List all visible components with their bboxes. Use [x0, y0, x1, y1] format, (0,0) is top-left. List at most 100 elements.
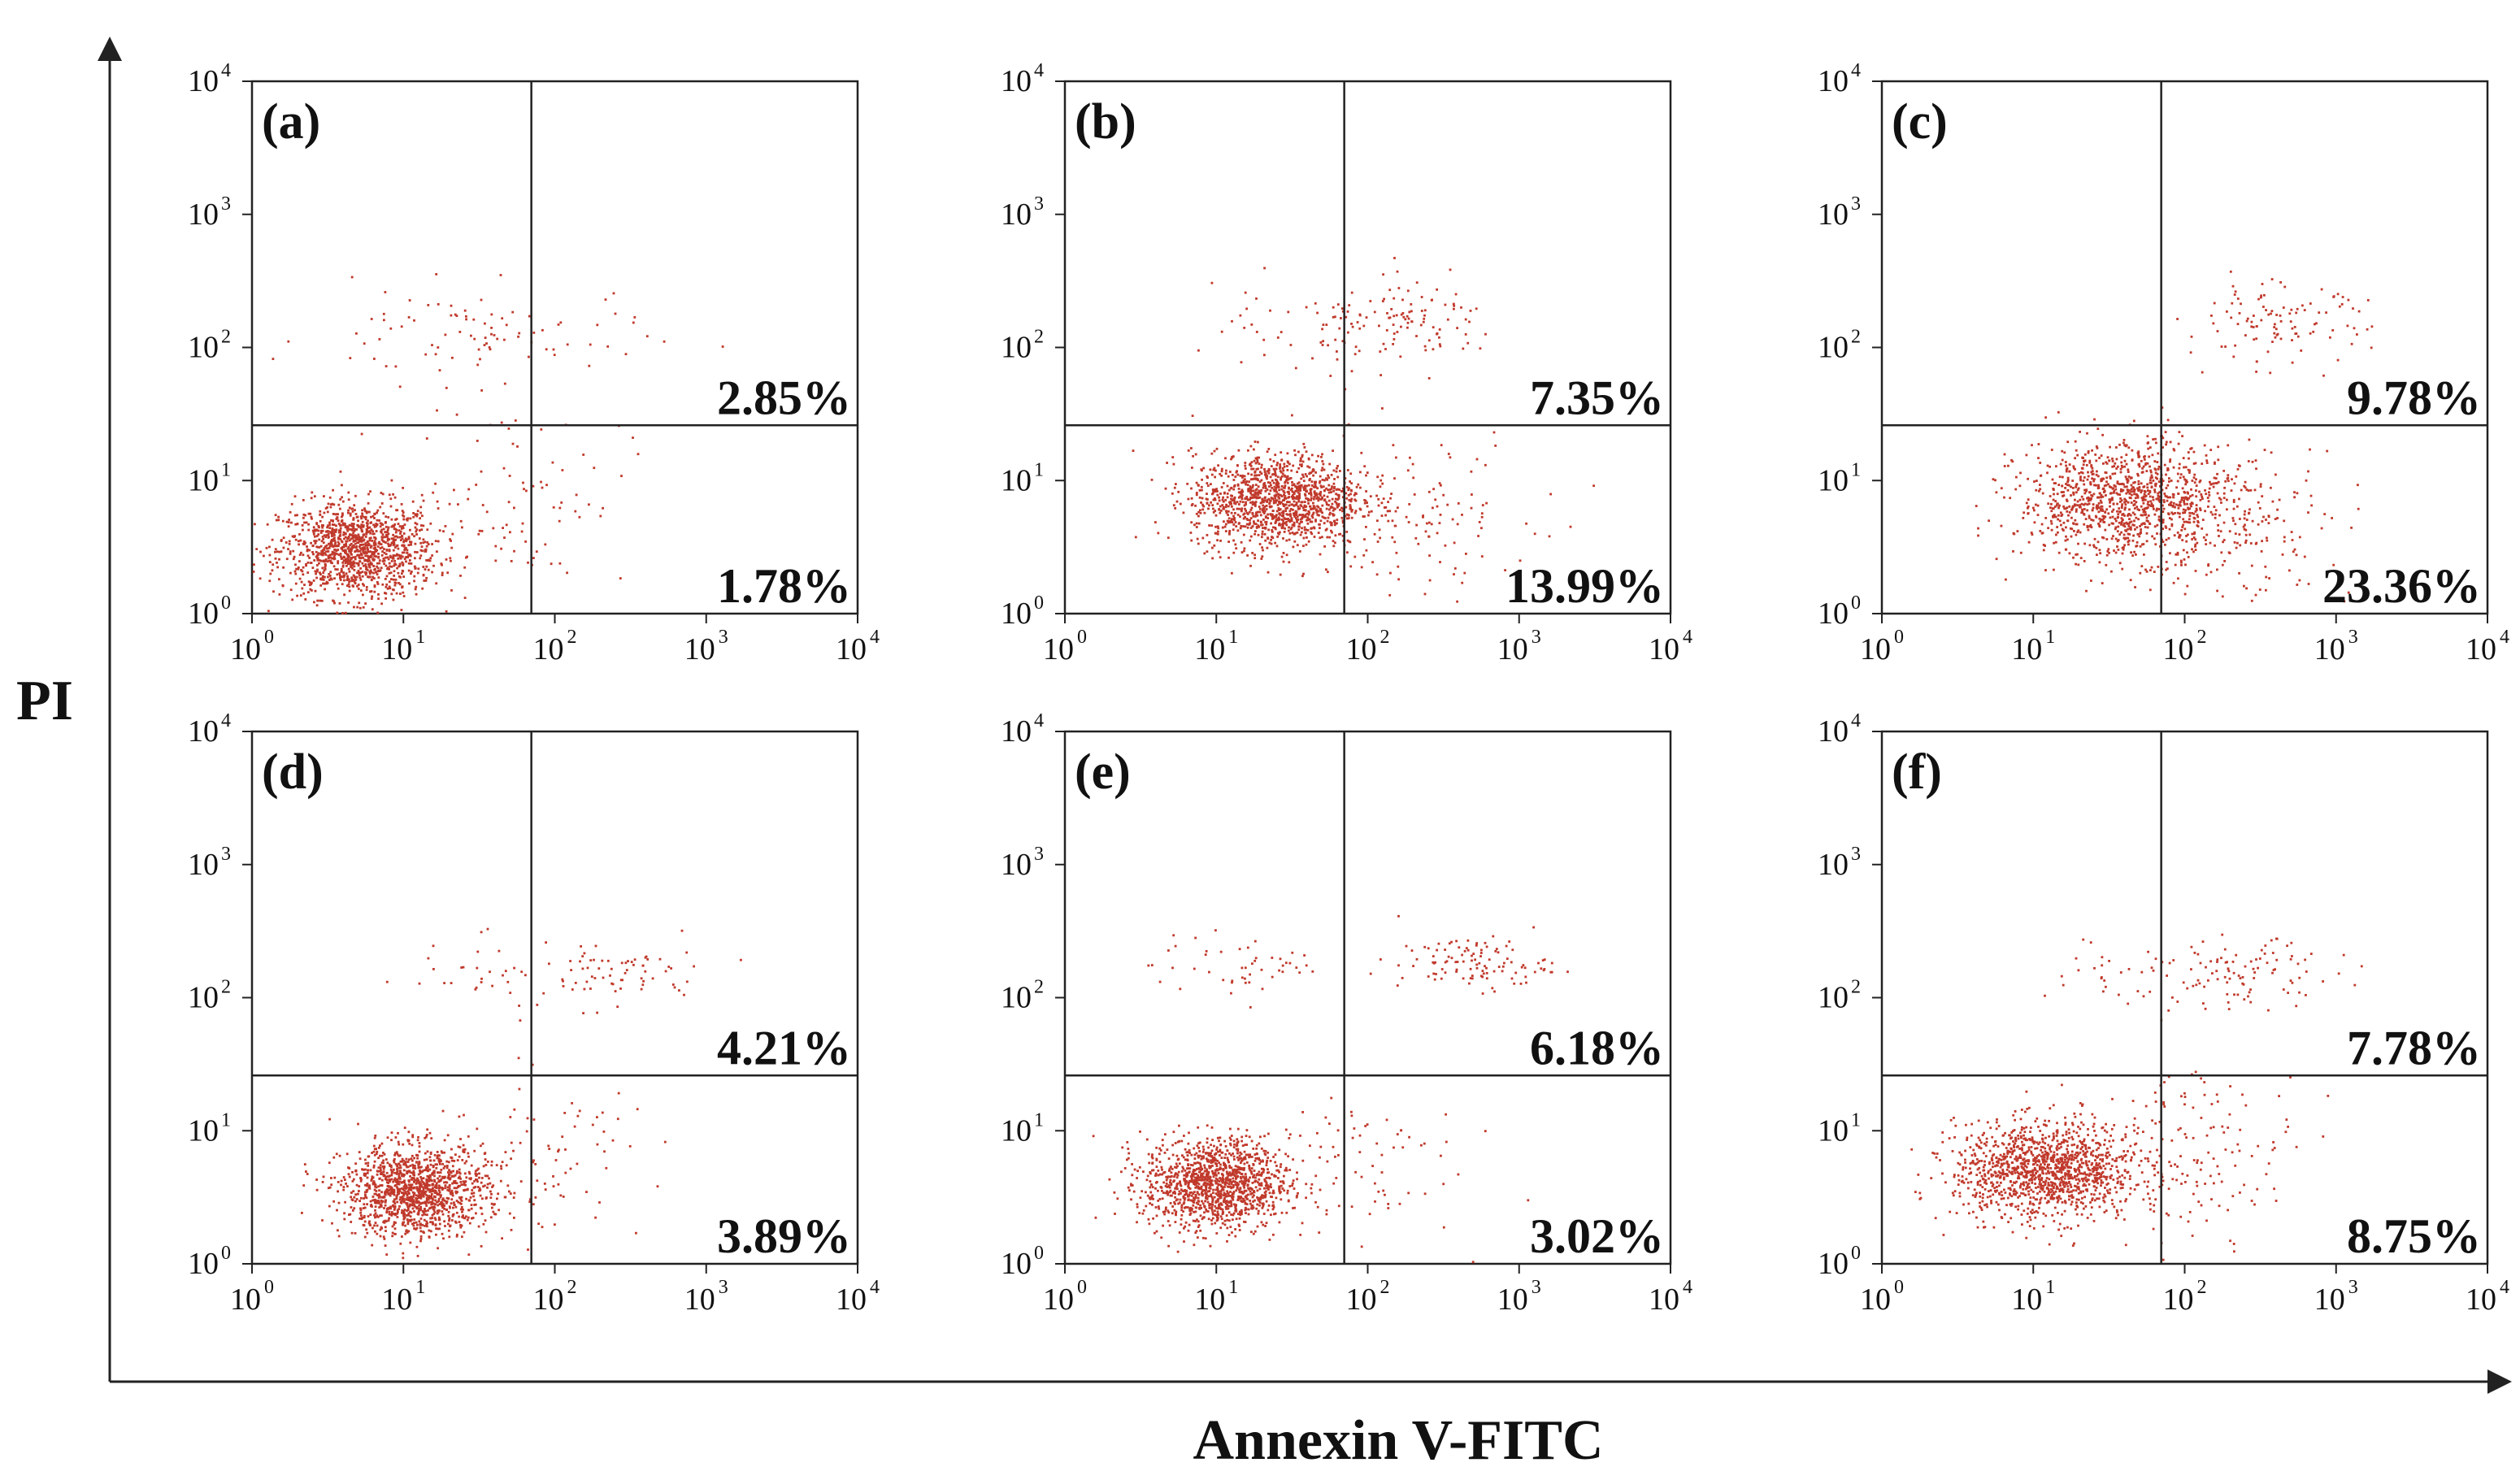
data-point — [385, 553, 388, 556]
data-point — [2278, 498, 2281, 501]
data-point — [2266, 350, 2270, 354]
data-point — [294, 514, 297, 517]
data-point — [432, 1159, 436, 1162]
data-point — [341, 522, 345, 525]
data-point — [2105, 508, 2109, 511]
data-point — [1355, 493, 1358, 495]
data-point — [2086, 478, 2089, 481]
data-point — [2290, 531, 2293, 533]
data-point — [2095, 546, 2098, 549]
data-point — [2257, 297, 2260, 301]
data-point — [1293, 497, 1297, 500]
data-point — [465, 315, 467, 318]
data-point — [1284, 497, 1288, 500]
data-point — [2094, 454, 2097, 456]
data-point — [352, 544, 355, 547]
data-point — [285, 520, 289, 523]
data-point — [2046, 471, 2049, 475]
data-point — [2139, 525, 2141, 527]
data-point — [2031, 533, 2034, 536]
data-point — [1253, 501, 1256, 505]
data-point — [345, 552, 347, 555]
data-point — [1504, 569, 1506, 571]
data-point — [359, 589, 363, 592]
data-point — [345, 558, 347, 561]
data-point — [2128, 533, 2131, 536]
data-point — [415, 551, 419, 553]
data-point — [2205, 539, 2207, 541]
data-point — [2082, 498, 2085, 501]
data-point — [2143, 523, 2146, 525]
y-tick-label: 10 — [1818, 64, 1849, 98]
data-point — [345, 526, 348, 528]
data-point — [2231, 478, 2233, 481]
data-point — [1424, 530, 1427, 533]
data-point — [1252, 514, 1255, 518]
data-point — [1438, 343, 1441, 346]
data-point — [2193, 532, 2196, 536]
data-point — [2295, 553, 2298, 557]
data-point — [353, 530, 356, 532]
data-point — [2090, 526, 2093, 529]
data-point — [1475, 307, 1478, 310]
data-point — [1217, 464, 1219, 467]
data-point — [1484, 332, 1487, 336]
data-point — [350, 537, 353, 540]
data-point — [1304, 494, 1307, 497]
data-point — [1417, 542, 1420, 545]
data-point — [2154, 484, 2157, 486]
data-point — [2064, 507, 2067, 510]
data-point — [1249, 492, 1252, 495]
data-point — [395, 592, 398, 595]
data-point — [2165, 487, 2168, 489]
data-point — [2135, 545, 2139, 547]
data-point — [1267, 471, 1271, 475]
data-point — [1406, 289, 1410, 293]
data-point — [324, 550, 328, 553]
data-point — [1301, 463, 1303, 467]
data-point — [1325, 568, 1327, 571]
data-point — [2149, 471, 2153, 474]
data-point — [1363, 499, 1366, 501]
data-point — [385, 541, 387, 544]
data-point — [2163, 493, 2166, 495]
data-point — [1222, 506, 1225, 509]
data-point — [2055, 533, 2057, 536]
data-point — [2135, 553, 2137, 556]
data-point — [450, 540, 452, 542]
data-point — [376, 509, 380, 512]
data-point — [348, 506, 351, 510]
data-point — [378, 562, 381, 565]
data-point — [393, 559, 396, 562]
data-point — [1275, 519, 1278, 521]
data-point — [1300, 484, 1303, 487]
data-point — [2214, 516, 2217, 519]
data-point — [2323, 513, 2327, 515]
data-point — [1280, 331, 1283, 333]
data-point — [1249, 509, 1253, 511]
data-point — [2123, 508, 2127, 511]
data-point — [330, 578, 333, 581]
data-point — [1314, 493, 1316, 495]
data-point — [2092, 503, 2095, 506]
data-point — [619, 577, 622, 579]
data-point — [477, 1167, 480, 1170]
data-point — [1295, 510, 1298, 514]
data-point — [1410, 320, 1413, 323]
data-point — [348, 589, 351, 592]
data-point — [328, 542, 332, 545]
data-point — [1309, 478, 1311, 480]
data-point — [2289, 320, 2292, 323]
data-point — [2169, 458, 2172, 461]
data-point — [288, 540, 291, 543]
data-point — [376, 565, 378, 568]
data-point — [2188, 469, 2191, 472]
data-point — [2131, 486, 2135, 488]
data-point — [1285, 539, 1288, 542]
y-tick-label: 10 — [1001, 597, 1032, 631]
data-point — [1296, 531, 1299, 534]
data-point — [1232, 455, 1235, 458]
data-point — [1427, 377, 1431, 380]
data-point — [380, 546, 384, 549]
data-point — [419, 517, 421, 520]
